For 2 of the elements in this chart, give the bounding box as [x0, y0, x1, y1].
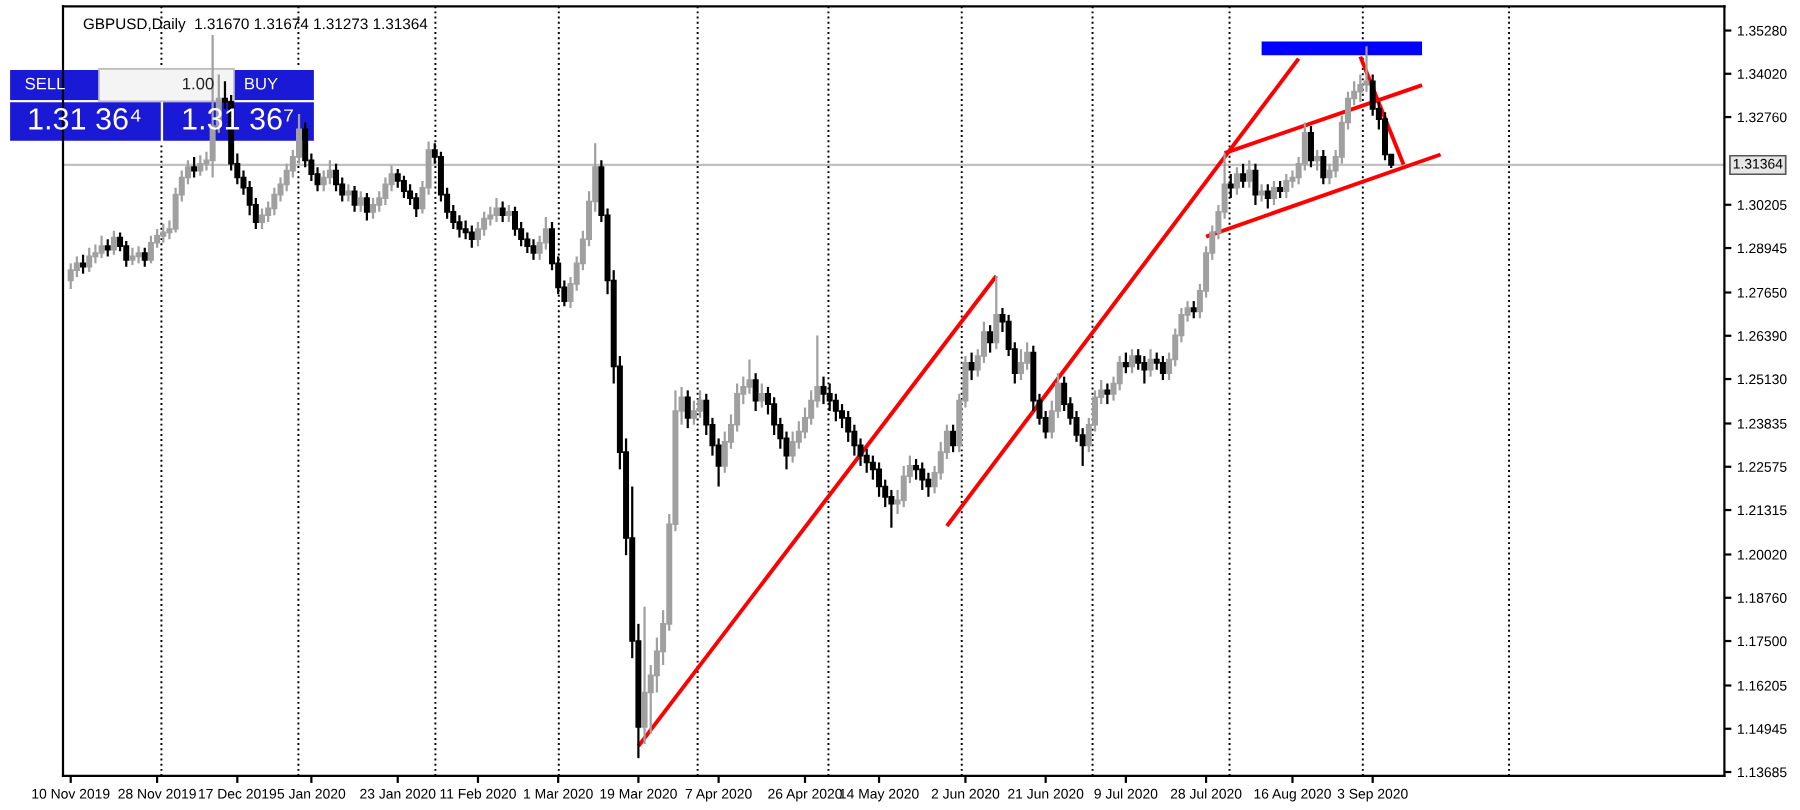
annotation: BUY [245, 77, 278, 90]
annotation: 1.00 [183, 77, 214, 90]
